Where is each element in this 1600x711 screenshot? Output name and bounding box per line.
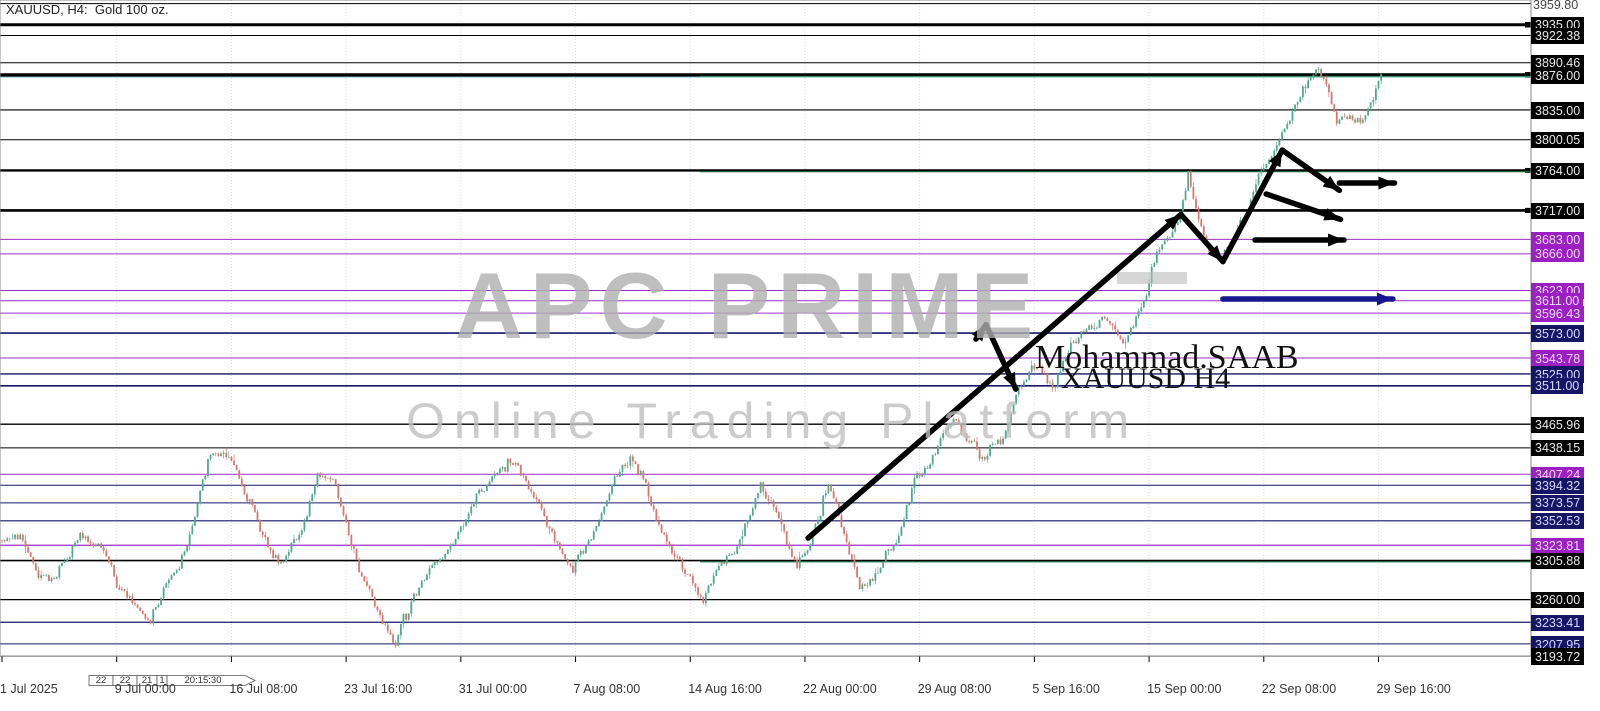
svg-text:22: 22 — [96, 675, 107, 686]
svg-text:20:15:30: 20:15:30 — [185, 675, 222, 686]
